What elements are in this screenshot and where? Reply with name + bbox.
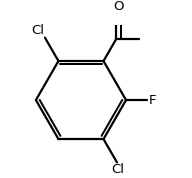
Text: Cl: Cl xyxy=(111,163,124,176)
Text: F: F xyxy=(149,94,156,107)
Text: O: O xyxy=(113,0,124,13)
Text: Cl: Cl xyxy=(31,24,44,37)
